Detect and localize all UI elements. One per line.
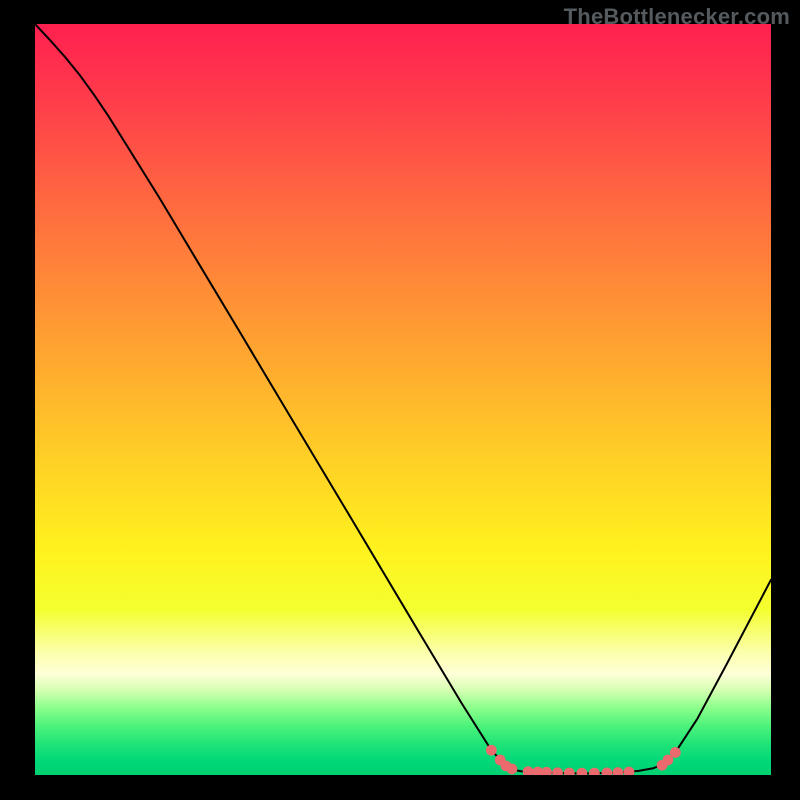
marker-dot xyxy=(589,768,599,775)
plot-area xyxy=(35,24,771,775)
marker-dot xyxy=(486,745,496,755)
marker-dot xyxy=(670,748,680,758)
gradient-background xyxy=(35,24,771,775)
marker-dot xyxy=(507,764,517,774)
marker-dot xyxy=(533,767,543,775)
marker-dot xyxy=(602,768,612,775)
marker-dot xyxy=(613,768,623,775)
marker-dot xyxy=(663,755,673,765)
marker-dot xyxy=(523,767,533,775)
marker-dot xyxy=(542,767,552,775)
marker-dot xyxy=(577,768,587,775)
marker-dot xyxy=(553,768,563,775)
marker-dot xyxy=(564,768,574,775)
chart-frame: TheBottlenecker.com xyxy=(0,0,800,800)
marker-dot xyxy=(624,767,634,775)
